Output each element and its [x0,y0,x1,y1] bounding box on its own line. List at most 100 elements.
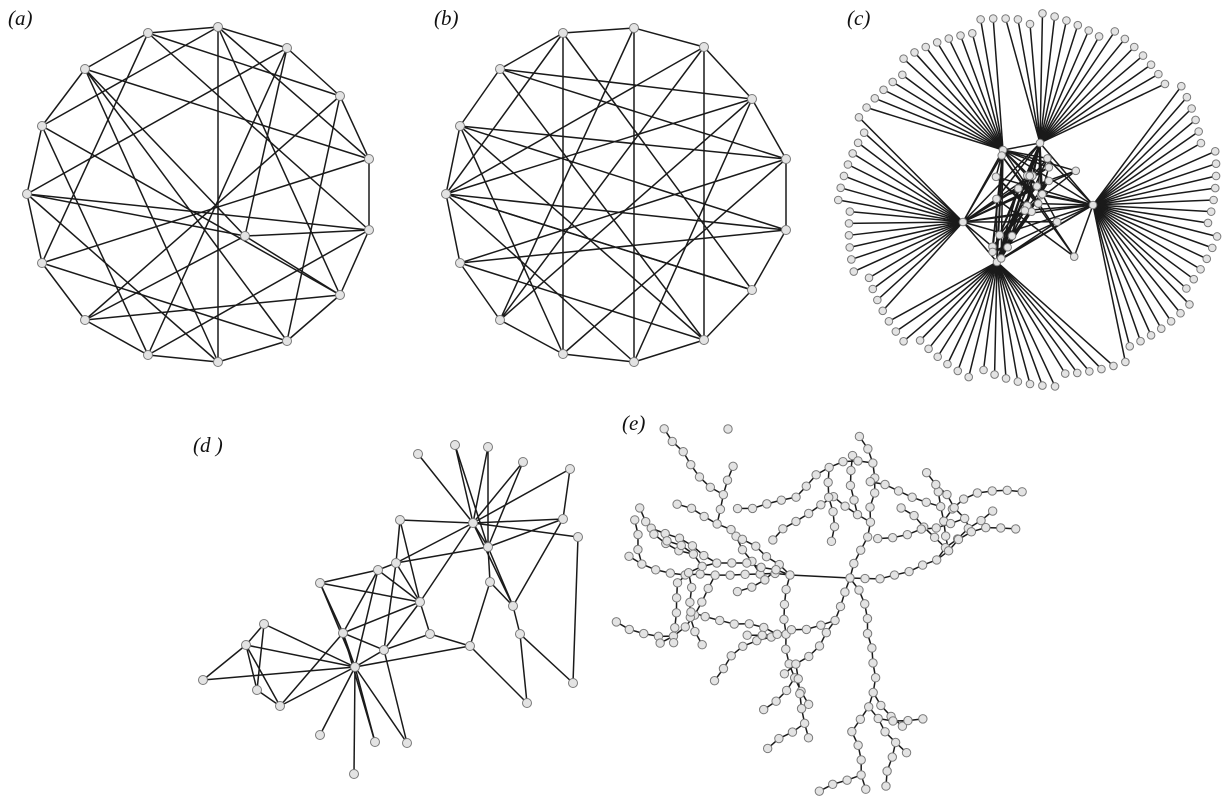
node-c [1050,12,1059,21]
node-e [725,570,735,580]
node-e [803,508,814,519]
node-b [441,189,451,199]
edge-a [217,26,341,296]
node-e [718,663,729,674]
node-e [828,507,838,517]
node-c [1025,171,1035,181]
node-e [694,472,705,482]
edge-b [445,125,461,195]
node-d [568,678,578,688]
node-e [761,551,772,562]
node-e [1002,485,1012,495]
node-d [241,640,251,650]
node-b [455,258,465,268]
edge-c [1039,24,1079,144]
node-e [709,675,720,686]
node-e [996,523,1006,533]
edge-d [487,461,524,548]
node-e [921,467,932,478]
node-c [862,103,871,112]
node-e [723,424,733,434]
edge-c [853,221,964,273]
node-e [867,643,877,653]
node-e [865,502,875,512]
edge-d [354,666,408,744]
node-e [929,532,940,543]
node-c [844,219,854,228]
edge-c [1092,204,1162,330]
node-e [865,517,876,527]
node-c [854,112,864,122]
node-e [816,620,826,630]
node-a [364,225,374,235]
edge-d [469,645,528,704]
edge-b [445,193,461,264]
node-e [678,447,688,457]
node-e [958,494,969,504]
node-b [455,121,465,131]
node-e [688,549,699,559]
edge-c [957,261,998,372]
node-e [868,687,878,698]
edge-a [41,262,288,342]
node-e [747,582,757,592]
node-e [712,519,722,529]
edge-c [1039,13,1044,144]
node-e [637,559,647,569]
edge-b [445,193,635,363]
node-e [896,503,906,513]
edge-d [383,633,431,651]
edge-c [1046,157,1094,206]
edge-c [1092,130,1200,206]
edge-a [339,229,370,296]
node-e [760,575,770,585]
node-e [932,555,942,565]
edge-d [572,536,579,684]
node-e [715,504,726,515]
node-e [829,521,840,532]
node-e [759,622,769,633]
node-e [959,513,970,524]
node-a [80,315,90,325]
node-e [633,544,643,555]
node-d [565,464,575,474]
node-c [995,230,1004,240]
edge-d [377,569,421,603]
node-e [865,477,875,487]
edge-d [319,666,356,736]
node-e [676,540,686,551]
panel-a-label: (a) [8,6,33,30]
edge-b [562,27,635,34]
edge-b [633,27,705,48]
node-c [1185,300,1194,309]
edge-c [996,261,1114,367]
node-c [1203,218,1213,228]
node-e [737,534,748,545]
node-c [1014,184,1023,193]
node-e [655,638,665,648]
edge-d [395,519,401,564]
node-b [747,94,757,104]
node-e [791,659,801,669]
node-e [781,685,792,696]
node-e [686,582,697,593]
node-d [391,558,401,568]
node-e [774,733,784,744]
edge-d [429,633,471,647]
node-c [1035,138,1045,148]
node-e [981,522,991,533]
node-e [893,486,904,496]
edge-d [472,522,579,538]
node-c [1001,14,1010,23]
node-c [868,284,878,294]
node-c [1085,367,1094,376]
node-e [796,703,807,714]
panel-c-label: (c) [847,6,871,30]
edge-b [445,32,564,195]
node-e [888,716,898,726]
node-b [699,335,709,345]
node-d [373,565,383,575]
node-e [827,779,838,790]
edge-c [1092,204,1152,336]
node-e [882,766,892,776]
